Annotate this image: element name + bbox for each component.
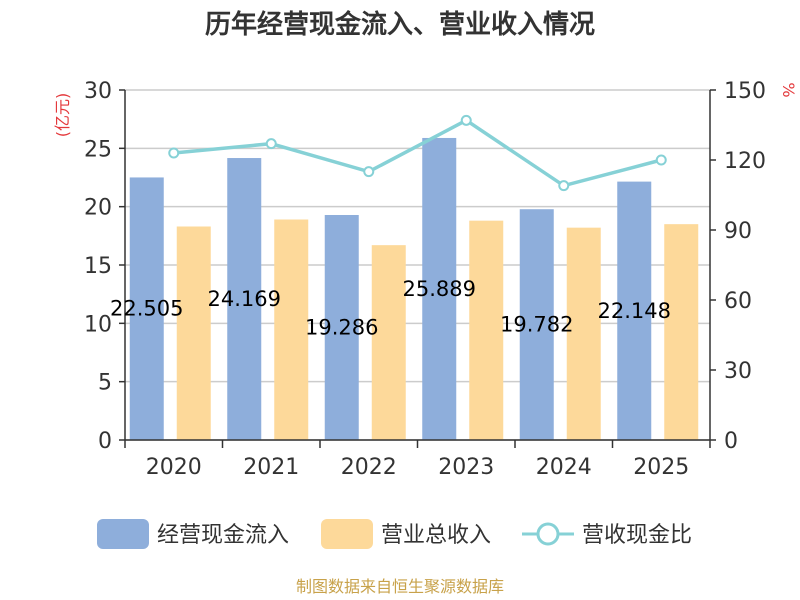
ratio-point bbox=[655, 154, 667, 166]
data-labels: 22.505 24.169 19.286 25.889 19.782 22.148 bbox=[110, 277, 671, 340]
right-tick-label: 120 bbox=[724, 149, 766, 174]
left-tick-label: 0 bbox=[98, 429, 112, 454]
legend-swatch bbox=[97, 519, 149, 549]
x-tick-label: 2020 bbox=[146, 455, 202, 480]
legend-item[interactable]: 营业总收入 bbox=[321, 519, 491, 549]
x-tick-label: 2025 bbox=[633, 455, 689, 480]
right-tick-label: 90 bbox=[724, 219, 752, 244]
x-tick-label: 2023 bbox=[438, 455, 494, 480]
legend-item[interactable]: 经营现金流入 bbox=[97, 519, 289, 549]
bar-value-label: 19.286 bbox=[305, 315, 378, 339]
source-note: 制图数据来自恒生聚源数据库 bbox=[296, 577, 504, 596]
chart-title: 历年经营现金流入、营业收入情况 bbox=[205, 9, 595, 40]
x-tick-label: 2021 bbox=[243, 455, 299, 480]
bar-revenue bbox=[176, 226, 211, 440]
right-axis-unit: % bbox=[779, 82, 798, 97]
left-tick-label: 15 bbox=[84, 254, 112, 279]
bar-revenue bbox=[664, 224, 699, 440]
left-tick-label: 10 bbox=[84, 312, 112, 337]
bar-cash-inflow bbox=[617, 181, 652, 440]
legend[interactable]: 经营现金流入 营业总收入 营收现金比 bbox=[97, 519, 692, 549]
right-tick-label: 30 bbox=[724, 359, 752, 384]
bar-cash-inflow bbox=[129, 177, 164, 441]
ratio-point bbox=[558, 180, 570, 192]
legend-label: 营收现金比 bbox=[582, 523, 692, 548]
bar-revenue bbox=[469, 220, 504, 440]
bar-value-label: 25.889 bbox=[403, 277, 476, 301]
bar-value-label: 22.148 bbox=[598, 299, 671, 323]
bar-cash-inflow bbox=[227, 158, 262, 441]
ratio-point bbox=[460, 114, 472, 126]
bar-value-label: 22.505 bbox=[110, 297, 183, 321]
legend-item[interactable]: 营收现金比 bbox=[522, 522, 692, 548]
ratio-point bbox=[363, 166, 375, 178]
x-tick-label: 2024 bbox=[536, 455, 592, 480]
left-tick-label: 30 bbox=[84, 79, 112, 104]
bar-revenue bbox=[274, 219, 309, 440]
bars bbox=[129, 137, 699, 441]
legend-label: 营业总收入 bbox=[381, 523, 491, 548]
right-tick-label: 60 bbox=[724, 289, 752, 314]
bar-value-label: 19.782 bbox=[500, 313, 573, 337]
bar-cash-inflow bbox=[324, 214, 359, 440]
ratio-line bbox=[168, 114, 667, 192]
right-tick-label: 150 bbox=[724, 79, 766, 104]
left-tick-label: 25 bbox=[84, 137, 112, 162]
left-tick-label: 5 bbox=[98, 371, 112, 396]
bar-value-label: 24.169 bbox=[208, 287, 281, 311]
ratio-point bbox=[168, 147, 180, 159]
legend-marker bbox=[536, 522, 560, 546]
bar-revenue bbox=[566, 227, 601, 440]
ratio-line-path bbox=[173, 118, 662, 188]
ratio-point bbox=[265, 138, 277, 150]
right-tick-label: 0 bbox=[724, 429, 738, 454]
left-tick-label: 20 bbox=[84, 196, 112, 221]
legend-swatch bbox=[321, 519, 373, 549]
left-axis-unit: (亿元) bbox=[53, 93, 72, 138]
x-tick-label: 2022 bbox=[341, 455, 397, 480]
bar-cash-inflow bbox=[519, 209, 554, 440]
bar-cash-inflow bbox=[422, 137, 457, 440]
bar-revenue bbox=[371, 245, 406, 440]
legend-label: 经营现金流入 bbox=[157, 523, 289, 548]
